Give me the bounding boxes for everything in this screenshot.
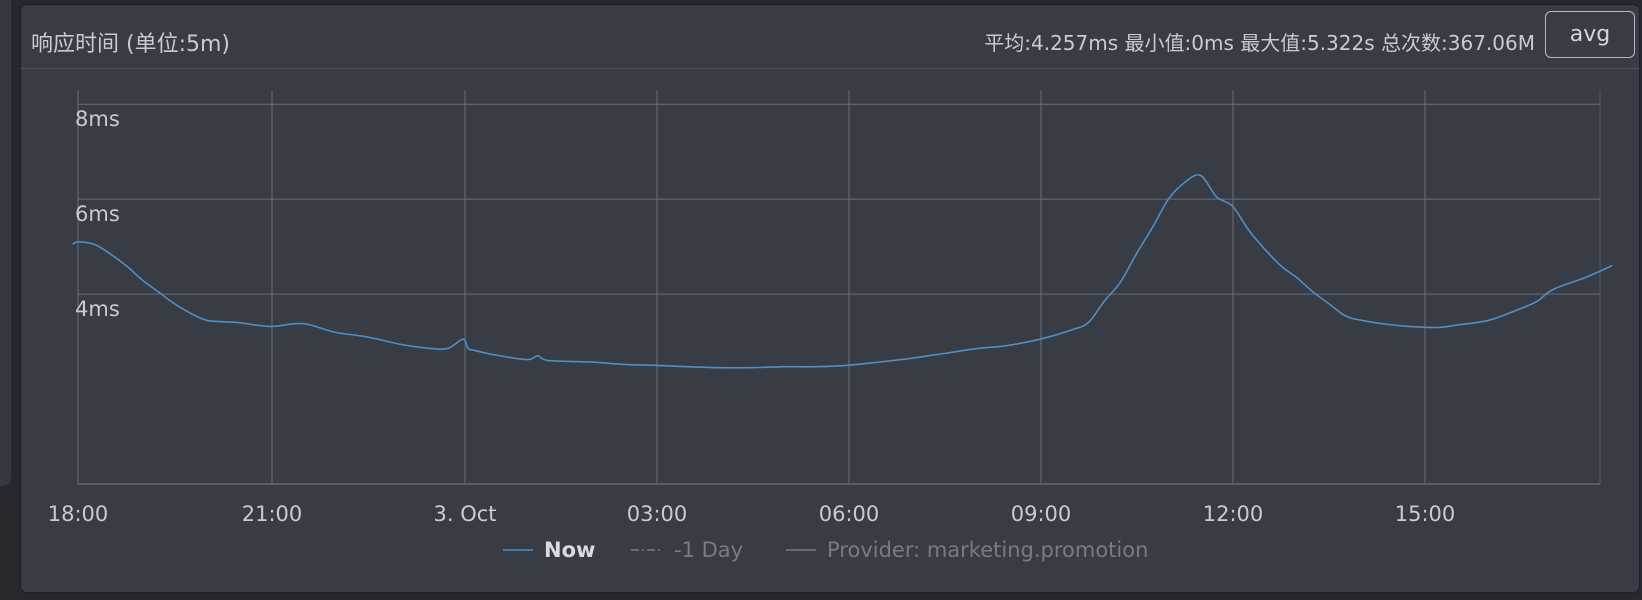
y-tick-label: 8ms — [75, 107, 120, 131]
response-time-panel: 响应时间 (单位:5m) 平均:4.257ms 最小值:0ms 最大值:5.32… — [21, 5, 1639, 592]
x-tick-label: 15:00 — [1395, 502, 1456, 526]
x-tick-label: 12:00 — [1203, 502, 1264, 526]
x-tick-label: 06:00 — [819, 502, 880, 526]
panel-title: 响应时间 (单位:5m) — [31, 32, 230, 57]
panel-stats: 平均:4.257ms 最小值:0ms 最大值:5.322s 总次数:367.06… — [984, 31, 1535, 55]
adjacent-panel-edge — [0, 0, 11, 486]
legend-item-label: -1 Day — [674, 538, 743, 562]
y-axis-labels: 8ms 6ms 4ms — [75, 107, 120, 321]
x-tick-label: 18:00 — [48, 502, 109, 526]
y-tick-label: 6ms — [75, 202, 120, 226]
chart-series — [72, 174, 1613, 369]
x-tick-label: 3. Oct — [433, 502, 496, 526]
y-tick-label: 4ms — [75, 297, 120, 321]
panel-header: 响应时间 (单位:5m) 平均:4.257ms 最小值:0ms 最大值:5.32… — [21, 5, 1639, 69]
x-tick-label: 21:00 — [242, 502, 303, 526]
chart-legend: Now -1 Day Provider: marketing.promotion — [503, 538, 1148, 562]
x-axis-labels: 18:00 21:00 3. Oct 03:00 06:00 09:00 12:00 15:0… — [48, 502, 1456, 526]
chart-grid — [77, 90, 1601, 485]
legend-item-label: Now — [544, 538, 595, 562]
x-tick-label: 09:00 — [1011, 502, 1072, 526]
series-line-now — [72, 174, 1613, 369]
avg-button[interactable]: avg — [1545, 11, 1635, 58]
legend-item-label: Provider: marketing.promotion — [827, 538, 1148, 562]
x-tick-label: 03:00 — [627, 502, 688, 526]
